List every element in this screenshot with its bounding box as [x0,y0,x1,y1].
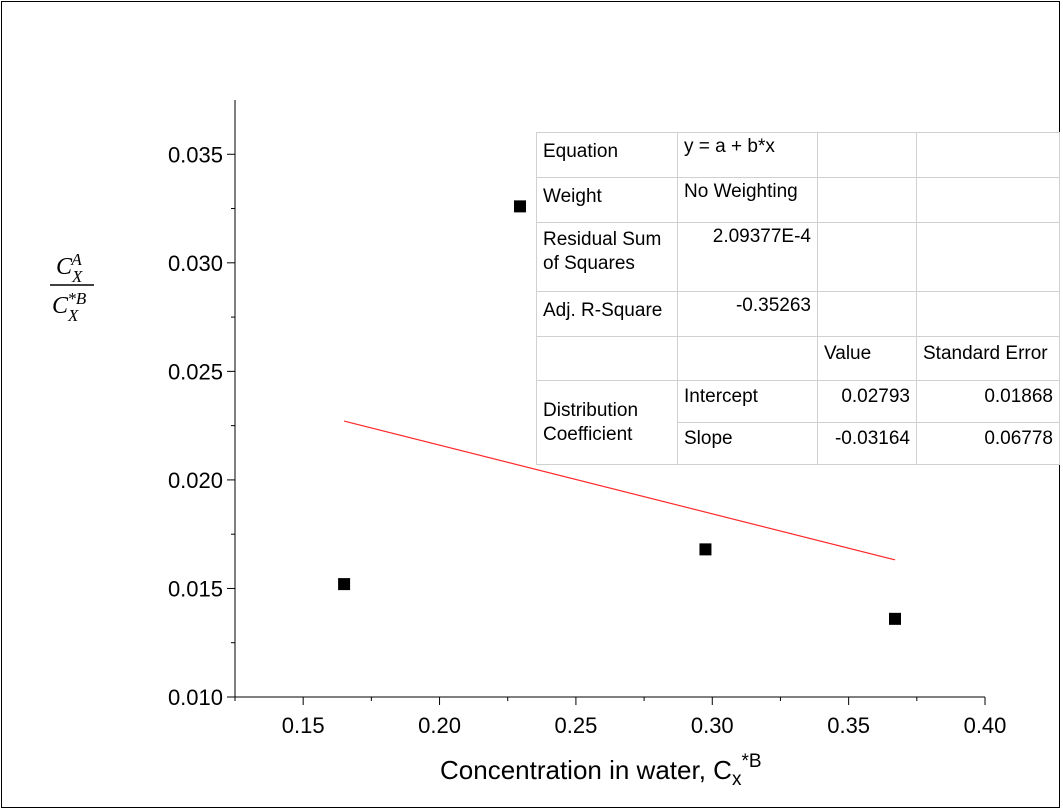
linear-fit-results-table: Equation y = a + b*x Weight No Weighting… [536,132,1060,465]
y-denominator-sup: *B [67,289,87,308]
data-point [338,578,351,591]
x-tick-label: 0.15 [282,713,325,738]
y-tick-label: 0.020 [168,468,223,493]
group-label-line1: Distribution [543,399,639,421]
table-row-weight: Weight No Weighting [536,177,1060,223]
table-row-intercept: Distribution Coefficient Intercept 0.0279… [536,380,1060,465]
table-row-slope: Slope -0.03164 0.06778 [537,422,1060,465]
x-tick-label: 0.25 [554,713,597,738]
data-point [889,612,901,625]
equation-label: Equation [536,132,678,178]
rss-label-line1: Residual Sum [543,229,662,250]
x-tick-label: 0.30 [691,713,734,738]
weight-value: No Weighting [677,177,818,223]
svg-text:CXA: CXA [56,250,83,286]
intercept-value: 0.02793 [817,380,917,423]
table-row-column-headers: Value Standard Error [536,336,1060,381]
y-axis-label: CXA CX*B [50,250,94,325]
svg-text:CX*B: CX*B [52,289,87,325]
adj-r-square-label: Adj. R-Square [536,291,678,337]
data-point [514,200,526,213]
y-numerator-base: C [56,254,73,280]
weight-label: Weight [536,177,678,223]
column-header-value: Value [817,336,917,381]
x-tick-label: 0.35 [827,713,870,738]
intercept-stderr: 0.01868 [916,380,1060,423]
table-row-equation: Equation y = a + b*x [536,132,1060,178]
y-tick-label: 0.030 [168,251,223,276]
slope-label: Slope [677,422,818,465]
linear-fit-line [343,420,896,561]
y-denominator-base: C [52,293,69,319]
y-tick-label: 0.010 [168,685,223,710]
y-tick-label: 0.015 [168,576,223,601]
data-marks [338,200,901,625]
y-tick-label: 0.025 [168,359,223,384]
y-numerator-sup: A [70,250,82,269]
equation-value: y = a + b*x [677,132,818,178]
y-denominator-sub: X [67,306,79,325]
table-row-rss: Residual Sum of Squares 2.09377E-4 [536,222,1060,292]
data-point [699,543,712,556]
intercept-label: Intercept [677,380,818,423]
table-row-adj-r-square: Adj. R-Square -0.35263 [536,291,1060,337]
rss-value: 2.09377E-4 [677,222,818,292]
axes: 0.010 0.015 0.020 0.025 0.030 0.035 0.15 0.20 0.… [168,100,1006,738]
adj-r-square-value: -0.35263 [677,291,818,337]
rss-label-line2: of Squares [543,253,635,274]
group-label-line2: Coefficient [543,423,633,445]
x-tick-label: 0.20 [418,713,461,738]
x-axis-label: Concentration in water, Cx*B [440,751,762,790]
slope-value: -0.03164 [817,422,917,465]
y-numerator-sub: X [71,267,83,286]
x-tick-label: 0.40 [964,713,1007,738]
slope-stderr: 0.06778 [916,422,1060,465]
column-header-standard-error: Standard Error [916,336,1060,381]
y-tick-label: 0.035 [168,142,223,167]
